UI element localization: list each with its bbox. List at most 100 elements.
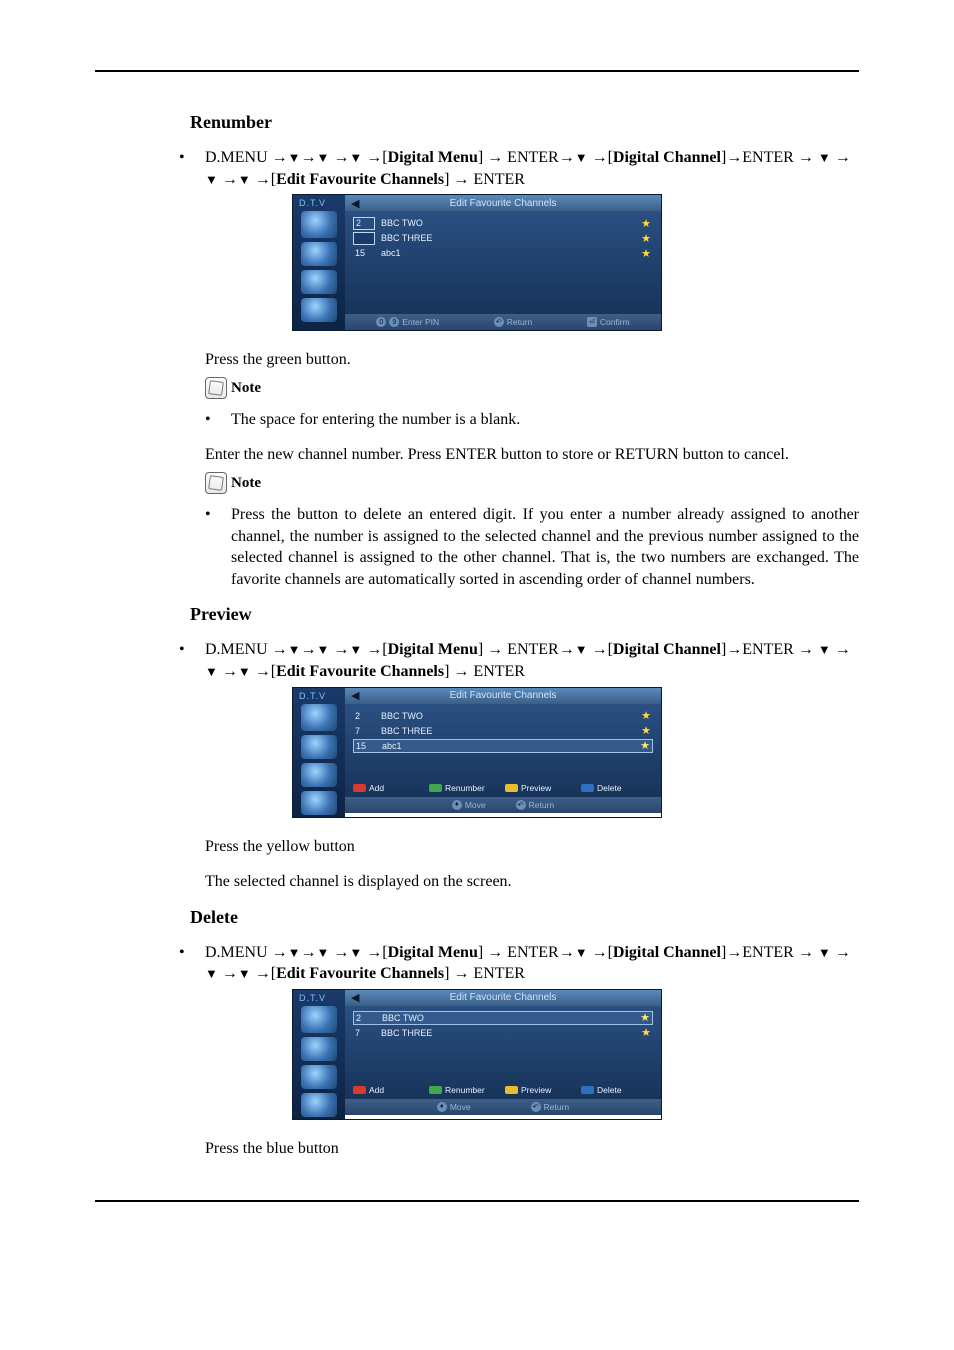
t: Return [544,1102,570,1112]
sidebar-icon [301,1006,337,1033]
sidebar-icon [301,763,337,787]
down-icon: ▼ [575,944,588,962]
t: →[ [362,149,387,166]
star-icon: ★ [639,724,653,737]
note-icon [205,472,227,494]
t: →[ [588,149,613,166]
return-icon: ↶ [516,800,526,810]
red-button: Add [353,783,425,793]
down-icon: ▼ [317,944,330,962]
para: The selected channel is displayed on the… [95,871,859,893]
footer-move: ♦Move [437,1102,471,1112]
down-icon: ▼ [349,641,362,659]
t: Move [465,800,486,810]
t: →[ [362,944,387,961]
b: Digital Channel [613,641,721,658]
channel-row: 7 BBC THREE ★ [353,724,653,738]
note-bullet: • The space for entering the number is a… [95,409,859,431]
tv-sidebar: D.T.V [293,195,345,330]
red-button: Add [353,1085,425,1095]
down-icon: ▼ [818,149,831,167]
dtv-label: D.T.V [293,990,345,1004]
channel-num: 15 [353,248,375,258]
star-icon: ★ [639,1026,653,1039]
t: →[ [251,965,276,982]
tv-frame: D.T.V ◀ Edit Favourite Channels 2 BBC TW… [292,989,662,1120]
section-heading-renumber: Renumber [95,112,859,133]
t: The selected channel is displayed on the… [205,873,512,890]
channel-num: 7 [353,1028,375,1038]
sidebar-icon [301,298,337,322]
tv-screenshot-preview: D.T.V ◀ Edit Favourite Channels 2 BBC TW… [292,687,662,818]
channel-name: abc1 [375,248,639,258]
para: Press the yellow button [95,836,859,858]
para: Press the green button. Note [95,349,859,399]
channel-name: BBC TWO [375,218,639,228]
t: ] → ENTER→ [478,944,575,961]
return-icon: ↶ [531,1102,541,1112]
down-icon: ▼ [349,149,362,167]
t: ] → ENTER [444,663,525,680]
nav-text: D.MENU →▼→▼ →▼ →[Digital Menu] → ENTER→▼… [205,147,859,190]
channel-row: . BBC THREE ★ [353,231,653,245]
t: Return [507,317,533,327]
footer-return: ↶Return [516,800,555,810]
star-icon: ★ [639,217,653,230]
tv-sidebar: D.T.V [293,990,345,1119]
top-rule [95,70,859,72]
green-button: Renumber [429,1085,501,1095]
down-icon: ▼ [818,944,831,962]
note-bullet: • Press the button to delete an entered … [95,504,859,590]
t: Add [369,783,384,793]
down-icon: ▼ [818,641,831,659]
channel-row: 7 BBC THREE ★ [353,1026,653,1040]
b: Digital Menu [388,641,478,658]
b: Edit Favourite Channels [276,663,444,680]
t: D.MENU → [205,149,288,166]
t: →[ [251,171,276,188]
nav-path-delete: • D.MENU →▼→▼ →▼ →[Digital Menu] → ENTER… [95,942,859,985]
tv-title: Edit Favourite Channels [345,690,661,701]
tv-footer: ♦Move ↶Return [345,1099,661,1115]
star-icon: ★ [639,709,653,722]
t: Move [450,1102,471,1112]
down-icon: ▼ [205,171,218,189]
t: Press the yellow button [205,838,355,855]
t: D.MENU → [205,641,288,658]
footer-return: ↶Return [494,317,533,327]
note-label: Note [231,473,261,493]
tv-screenshot-delete: D.T.V ◀ Edit Favourite Channels 2 BBC TW… [292,989,662,1120]
t: Add [369,1085,384,1095]
down-icon: ▼ [288,944,301,962]
t: The space for entering the number is a b… [231,409,859,431]
channel-name: BBC TWO [375,711,639,721]
footer-confirm: ⏎Confirm [587,317,630,327]
channel-num: 2 [354,1013,376,1023]
tv-header: ◀ Edit Favourite Channels [345,688,661,704]
down-icon: ▼ [288,149,301,167]
down-icon: ▼ [238,663,251,681]
note-row: Note [205,377,859,399]
t: ]→ENTER → [721,149,818,166]
sidebar-icon [301,1065,337,1089]
channel-name: abc1 [376,741,638,751]
t: Renumber [445,783,485,793]
green-button: Renumber [429,783,501,793]
sidebar-icon [301,242,337,266]
bullet: • [179,942,205,985]
bullet: • [179,639,205,682]
tv-body: 2 BBC TWO ★ 7 BBC THREE ★ 15 abc1 ★ [345,704,661,797]
footer-icon: 0 [376,317,386,327]
channel-row: 2 BBC TWO ★ [353,709,653,723]
sidebar-icon [301,704,337,731]
bullet: • [205,409,231,431]
channel-name: BBC THREE [375,726,639,736]
yellow-dot [505,1086,518,1094]
sidebar-icon [301,791,337,815]
footer-move: ♦Move [452,800,486,810]
bullet: • [205,504,231,590]
yellow-button: Preview [505,783,577,793]
para: Press the blue button [95,1138,859,1160]
t: → [831,149,851,166]
tv-title: Edit Favourite Channels [345,992,661,1003]
